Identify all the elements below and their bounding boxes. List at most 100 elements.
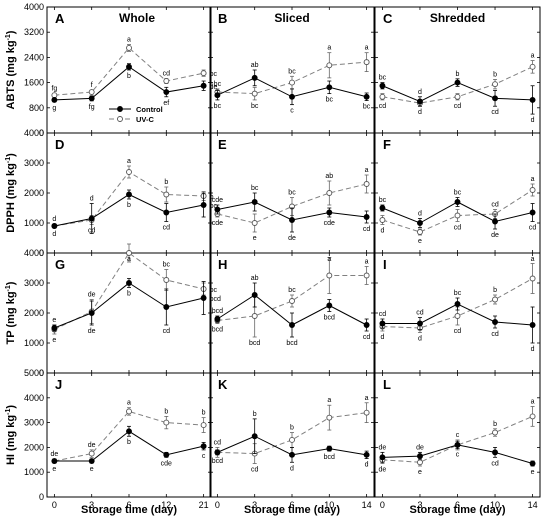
data-point bbox=[51, 458, 58, 464]
significance-label: c bbox=[456, 452, 460, 459]
x-tick-label: 10 bbox=[324, 500, 334, 510]
significance-label: ab bbox=[325, 173, 333, 180]
x-tick-label: 0 bbox=[215, 500, 220, 510]
data-point bbox=[88, 450, 95, 457]
y-tick-label: 0 bbox=[39, 368, 44, 378]
y-tick-label: 3200 bbox=[24, 27, 44, 37]
x-tick-label: 6 bbox=[289, 500, 294, 510]
significance-label: a bbox=[531, 176, 535, 183]
data-point bbox=[163, 89, 170, 96]
panel-grid: A Whole 0 800 1600 2400 3200 4000 ABTS (mg kg-1)… bbox=[5, 2, 541, 502]
y-tick-label: 5000 bbox=[24, 368, 44, 378]
significance-label: b bbox=[202, 410, 206, 417]
significance-label: e bbox=[90, 466, 94, 473]
significance-label: c bbox=[290, 108, 294, 115]
significance-label: de bbox=[379, 444, 387, 451]
x-axis-label: Storage time (day) bbox=[244, 504, 340, 516]
significance-label: b bbox=[127, 73, 131, 80]
significance-label: bc bbox=[288, 190, 296, 197]
data-point bbox=[363, 272, 370, 279]
y-axis-label: ABTS (mg kg-1) bbox=[5, 30, 17, 109]
data-point bbox=[529, 63, 536, 70]
significance-label: a bbox=[365, 45, 369, 52]
data-point bbox=[214, 92, 221, 99]
data-point bbox=[326, 190, 333, 196]
data-point bbox=[529, 413, 536, 420]
data-point bbox=[529, 460, 536, 467]
significance-label: cd bbox=[491, 331, 499, 338]
significance-label: d bbox=[418, 89, 422, 96]
data-point bbox=[363, 322, 370, 328]
series-control bbox=[379, 197, 536, 230]
significance-label: cd bbox=[163, 71, 171, 78]
data-point bbox=[200, 422, 207, 429]
significance-label: cd bbox=[454, 328, 462, 335]
significance-label: cde bbox=[212, 220, 223, 227]
panel-letter: L bbox=[383, 377, 391, 392]
data-point bbox=[417, 220, 423, 226]
series-uvc bbox=[214, 174, 370, 233]
significance-label: a bbox=[127, 158, 131, 165]
significance-label: cde bbox=[161, 460, 172, 467]
significance-label: d bbox=[418, 109, 422, 116]
significance-label: a bbox=[327, 256, 331, 263]
data-point bbox=[126, 428, 132, 435]
y-tick-label: 0 bbox=[39, 128, 44, 138]
significance-label: bcd bbox=[324, 454, 335, 461]
series-uvc bbox=[214, 52, 370, 101]
x-tick-label: 14 bbox=[528, 500, 538, 510]
significance-label: e bbox=[418, 469, 422, 476]
data-point bbox=[163, 209, 170, 216]
significance-label: cd bbox=[363, 334, 371, 341]
significance-label: fg bbox=[89, 104, 95, 111]
significance-label: bc bbox=[210, 287, 218, 294]
significance-label: bc bbox=[363, 104, 371, 111]
panel-letter: E bbox=[218, 137, 227, 152]
data-point bbox=[326, 84, 333, 91]
panel-letter: H bbox=[218, 257, 227, 272]
panel-b: B Sliced bc ab c bc bc bc bc bc a a bbox=[209, 6, 375, 134]
data-point bbox=[379, 454, 386, 461]
significance-label: e bbox=[253, 235, 257, 242]
data-point bbox=[529, 187, 536, 193]
series-control bbox=[214, 192, 370, 233]
significance-label: bcd bbox=[212, 458, 223, 465]
significance-label: bc bbox=[210, 71, 218, 78]
data-point bbox=[88, 89, 95, 96]
y-tick-label: 2000 bbox=[24, 308, 44, 318]
significance-label: e bbox=[52, 337, 56, 344]
panel-frame bbox=[46, 252, 212, 374]
significance-label: e bbox=[418, 238, 422, 245]
data-point bbox=[363, 409, 370, 416]
series-control bbox=[51, 189, 207, 234]
series-control bbox=[51, 425, 207, 464]
series-control bbox=[51, 278, 207, 332]
significance-label: a bbox=[127, 36, 131, 43]
data-point bbox=[492, 449, 498, 456]
data-point bbox=[251, 220, 258, 226]
data-point bbox=[492, 81, 498, 88]
data-point bbox=[214, 449, 221, 456]
significance-label: a bbox=[531, 256, 535, 263]
data-point bbox=[454, 313, 461, 319]
significance-label: cd bbox=[491, 460, 499, 467]
panel-i: Icd cd bc cd d d d cd b a bbox=[374, 252, 541, 374]
significance-label: cd bbox=[529, 225, 537, 232]
significance-label: f bbox=[91, 82, 93, 89]
data-point bbox=[379, 217, 386, 223]
x-tick-label: 10 bbox=[490, 500, 500, 510]
significance-label: bc bbox=[326, 97, 334, 104]
x-tick-label: 3 bbox=[252, 500, 257, 510]
significance-label: bc bbox=[214, 103, 222, 110]
series-control bbox=[379, 440, 536, 467]
data-point bbox=[214, 206, 221, 213]
data-point bbox=[454, 441, 461, 448]
data-point bbox=[363, 214, 370, 220]
significance-label: de bbox=[88, 328, 96, 335]
data-point bbox=[163, 451, 170, 458]
significance-label: a bbox=[365, 167, 369, 174]
series-control bbox=[379, 297, 536, 344]
